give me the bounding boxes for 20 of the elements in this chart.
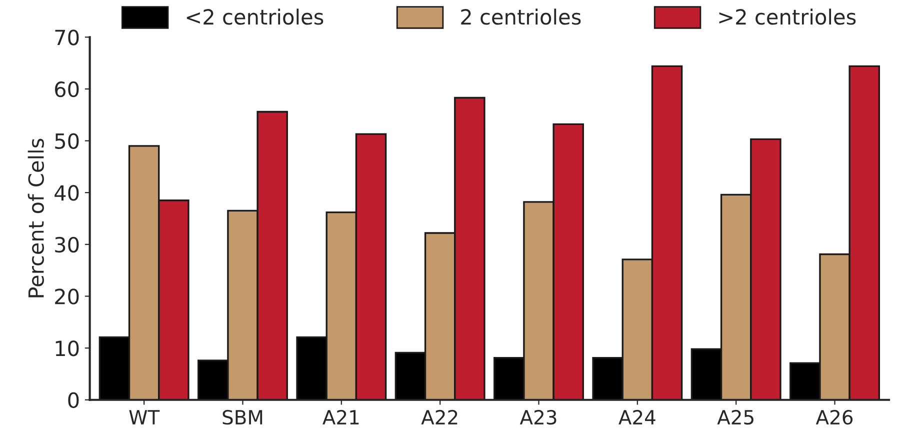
y-tick-label: 10 (56, 340, 79, 356)
y-tick-label: 60 (55, 81, 79, 98)
y-tick-label: 20 (55, 288, 79, 304)
legend-label: 2 centrioles (461, 8, 581, 25)
x-tick-label: WT (129, 410, 160, 424)
legend-label: >2 centrioles (719, 8, 856, 25)
y-tick-label: 70 (55, 30, 79, 46)
x-tick-label: A23 (520, 410, 556, 425)
x-tick-label: A22 (421, 410, 458, 424)
x-tick-label: SBM (222, 410, 262, 425)
x-tick-label: A25 (717, 410, 754, 425)
x-tick-label: A24 (618, 410, 656, 424)
x-tick-label: A26 (816, 410, 853, 425)
y-tick-label: 40 (54, 185, 79, 201)
y-axis-title: Percent of Cells (28, 138, 44, 298)
y-tick-label: 50 (55, 133, 79, 149)
x-tick-label: A21 (322, 410, 359, 424)
legend-label: <2 centrioles (186, 8, 324, 25)
y-tick-label: 30 (55, 236, 79, 253)
y-tick-label: 0 (68, 392, 79, 408)
